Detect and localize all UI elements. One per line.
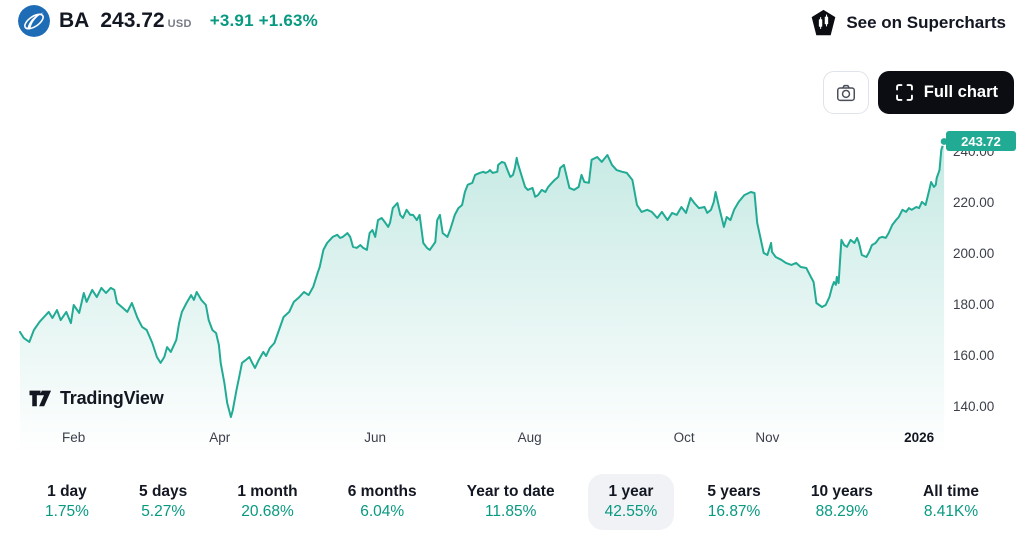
- range-tab-1-year[interactable]: 1 year 42.55%: [587, 474, 675, 530]
- chart-toolbar: Full chart: [822, 71, 1014, 114]
- time-scale-label: Jun: [364, 430, 387, 445]
- range-tab-6-months[interactable]: 6 months 6.04%: [331, 474, 434, 530]
- price-scale-label: 160.00: [953, 348, 995, 363]
- snapshot-button[interactable]: [822, 71, 869, 114]
- range-tab-change-percent: 8.41K%: [923, 503, 979, 520]
- time-scale-label: 2026: [904, 430, 935, 445]
- range-tab-label: Year to date: [466, 483, 555, 500]
- range-tab-change-percent: 5.27%: [141, 503, 186, 520]
- supercharts-label: See on Supercharts: [846, 13, 1006, 32]
- time-scale-label: Feb: [62, 430, 86, 445]
- camera-icon: [836, 84, 855, 101]
- range-tab-all-time[interactable]: All time 8.41K%: [906, 474, 996, 530]
- range-tab-change-percent: 11.85%: [484, 503, 537, 520]
- range-tab-5-years[interactable]: 5 years 16.87%: [690, 474, 777, 530]
- range-tab-label: 5 years: [707, 483, 761, 500]
- time-scale-label: Aug: [517, 430, 542, 445]
- last-price: 243.72: [100, 9, 165, 32]
- price-chart[interactable]: [19, 130, 949, 455]
- full-chart-button[interactable]: Full chart: [877, 71, 1014, 114]
- last-price-badge: 243.72: [946, 131, 1016, 152]
- price-change-abs: +3.91: [209, 11, 254, 30]
- range-tab-1-day[interactable]: 1 day 1.75%: [28, 474, 106, 530]
- price-scale-label: 140.00: [953, 399, 995, 414]
- range-tab-change-percent: 6.04%: [360, 503, 405, 520]
- range-tab-change-percent: 42.55%: [604, 503, 658, 520]
- chart-area-fill: [20, 141, 945, 455]
- range-tab-10-years[interactable]: 10 years 88.29%: [794, 474, 890, 530]
- price-scale-label: 220.00: [953, 194, 995, 210]
- range-tab-5-days[interactable]: 5 days 5.27%: [122, 474, 204, 530]
- range-tab-label: 1 month: [237, 483, 298, 500]
- range-tab-label: 1 day: [47, 483, 87, 500]
- time-scale-label: Nov: [755, 430, 780, 445]
- range-tab-label: 10 years: [810, 483, 873, 500]
- price-change-pct: +1.63%: [258, 11, 318, 30]
- tradingview-logo-icon: [29, 390, 52, 407]
- price-group: 243.72 USD: [100, 9, 191, 33]
- range-tab-change-percent: 88.29%: [815, 503, 869, 520]
- range-tab-label: 6 months: [347, 483, 417, 500]
- time-scale-label: Apr: [209, 430, 231, 445]
- range-tab-label: All time: [923, 483, 979, 500]
- price-scale-label: 180.00: [953, 297, 995, 312]
- price-chart-svg: [19, 136, 949, 455]
- supercharts-gem-icon: [812, 9, 836, 36]
- range-tab-label: 1 year: [608, 483, 654, 500]
- range-tab-change-percent: 20.68%: [241, 503, 294, 520]
- symbol-header: BA 243.72 USD +3.91 +1.63%: [18, 5, 318, 37]
- range-tabs: 1 day 1.75% 5 days 5.27% 1 month 20.68% 6 mont…: [0, 474, 1024, 530]
- range-tab-label: 5 days: [139, 483, 188, 500]
- see-on-supercharts-link[interactable]: See on Supercharts: [810, 9, 1006, 37]
- fullscreen-icon: [895, 84, 913, 101]
- time-scale-label: Oct: [673, 430, 695, 445]
- tradingview-brand-label: TradingView: [60, 387, 164, 408]
- chart-line: [19, 140, 946, 418]
- price-change: +3.91 +1.63%: [210, 11, 318, 31]
- boeing-logo-icon: [18, 5, 50, 37]
- range-tab-year-to-date[interactable]: Year to date 11.85%: [450, 474, 572, 530]
- tradingview-attribution-link[interactable]: TradingView: [28, 387, 164, 409]
- range-tab-change-percent: 16.87%: [707, 503, 761, 520]
- full-chart-label: Full chart: [923, 83, 998, 101]
- price-scale-label: 200.00: [953, 246, 995, 261]
- currency-label: USD: [167, 18, 192, 30]
- symbol-name: BA: [59, 9, 90, 32]
- range-tab-1-month[interactable]: 1 month 20.68%: [220, 474, 314, 530]
- range-tab-change-percent: 1.75%: [45, 503, 89, 520]
